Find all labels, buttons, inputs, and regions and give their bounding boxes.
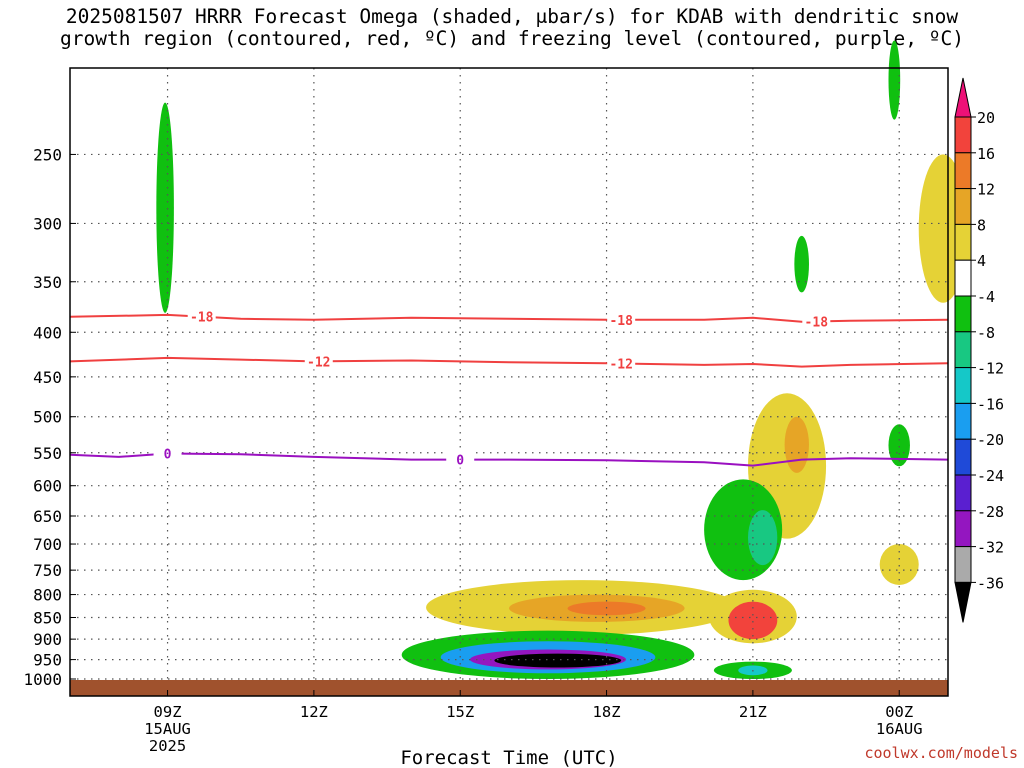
omega-region (794, 235, 809, 293)
colorbar-segment (954, 77, 972, 118)
colorbar-label: -32 (977, 539, 1004, 557)
plot-frame (69, 67, 949, 697)
chart-title: 2025081507 HRRR Forecast Omega (shaded, … (0, 6, 1024, 50)
y-tick-label: 950 (33, 651, 62, 670)
colorbar: 20 16 12 8 4 -4 -8 -12 -16 -20 -24 -28 -32 -36 (954, 77, 1004, 623)
y-tick-label: 800 (33, 586, 62, 605)
y-tick-label: 650 (33, 507, 62, 526)
contour-label-bg (607, 355, 636, 372)
omega-shading-layer (156, 40, 968, 680)
colorbar-segment (954, 581, 972, 623)
x-tick-label: 12Z (300, 703, 328, 721)
y-tick-label: 850 (33, 609, 62, 628)
omega-region (728, 601, 778, 640)
contour-label-bg (153, 445, 182, 462)
contour-label: -12 (307, 355, 330, 370)
contour-dgz_-12 (69, 356, 949, 368)
omega-region (879, 544, 919, 585)
title-line-1: 2025081507 HRRR Forecast Omega (shaded, … (65, 5, 959, 28)
contour-label: 0 (164, 447, 172, 462)
colorbar-segment (954, 223, 972, 261)
y-tick-label: 300 (33, 214, 62, 233)
y-tick-label: 500 (33, 408, 62, 427)
y-tick-label: 400 (33, 323, 62, 342)
ground-surface (70, 680, 948, 696)
x-tick-label: 09Z (154, 703, 182, 721)
x-tick-label: 2025 (149, 737, 186, 755)
y-tick-label: 250 (33, 145, 62, 164)
contour-label-bg (446, 451, 475, 468)
colorbar-label: -24 (977, 467, 1004, 485)
x-tick-label: 21Z (739, 703, 767, 721)
contour-label: -18 (805, 315, 829, 330)
credit-text: coolwx.com/models (864, 744, 1018, 762)
y-tick-label: 350 (33, 273, 62, 292)
colorbar-label: -12 (977, 360, 1004, 378)
colorbar-label: -20 (977, 431, 1004, 449)
colorbar-segment (954, 152, 972, 190)
colorbar-segment (954, 438, 972, 476)
colorbar-segment (954, 546, 972, 583)
colorbar-label: 20 (977, 109, 995, 127)
y-axis: 250 300 350 400 450 500 550 600 650 700 750 800 850 9… (23, 145, 76, 689)
colorbar-segment (954, 259, 972, 297)
y-tick-label: 700 (33, 535, 62, 554)
colorbar-label: -8 (977, 324, 995, 342)
omega-region (748, 510, 778, 566)
y-tick-label: 900 (33, 630, 62, 649)
colorbar-segment (954, 367, 972, 404)
omega-region (494, 653, 622, 668)
colorbar-segment (954, 188, 972, 225)
x-tick-label: 15Z (446, 703, 474, 721)
y-tick-label: 450 (33, 368, 62, 387)
contour-label-bg (187, 308, 216, 325)
contour-label: -18 (609, 314, 633, 329)
colorbar-label: -36 (977, 574, 1004, 592)
y-tick-label: 750 (33, 561, 62, 580)
colorbar-segment (954, 474, 972, 512)
contour-label: 0 (456, 454, 464, 469)
colorbar-label: 4 (977, 252, 986, 270)
x-tick-label: 18Z (593, 703, 621, 721)
title-line-2: growth region (contoured, red, ºC) and f… (60, 27, 964, 50)
x-tick-label: 00Z (885, 703, 913, 721)
y-tick-label: 550 (33, 444, 62, 463)
omega-region (888, 40, 901, 120)
contour-label: -12 (609, 357, 632, 372)
contour-layer: -18 -18 -18 -12 -12 0 0 (69, 308, 949, 469)
omega-region (888, 424, 910, 467)
y-tick-label: 600 (33, 477, 62, 496)
contour-label-bg (607, 311, 636, 328)
contour-label: -18 (190, 311, 214, 326)
colorbar-label: 12 (977, 181, 995, 199)
contour-label-bg (304, 353, 333, 370)
colorbar-label: -28 (977, 503, 1004, 521)
x-axis-label: Forecast Time (UTC) (400, 747, 617, 768)
colorbar-segment (954, 402, 972, 440)
contour-label-bg (802, 313, 831, 330)
omega-region (784, 416, 809, 473)
colorbar-label: 8 (977, 216, 986, 234)
colorbar-label: 16 (977, 145, 995, 163)
y-tick-label: 1000 (23, 670, 62, 689)
colorbar-label: -4 (977, 288, 995, 306)
x-tick-label: 15AUG (144, 720, 191, 738)
colorbar-label: -16 (977, 395, 1004, 413)
omega-region (156, 102, 174, 313)
colorbar-segment (954, 510, 972, 548)
colorbar-segment (954, 116, 972, 154)
x-tick-label: 16AUG (876, 720, 923, 738)
colorbar-segment (954, 331, 972, 369)
colorbar-segment (954, 295, 972, 333)
